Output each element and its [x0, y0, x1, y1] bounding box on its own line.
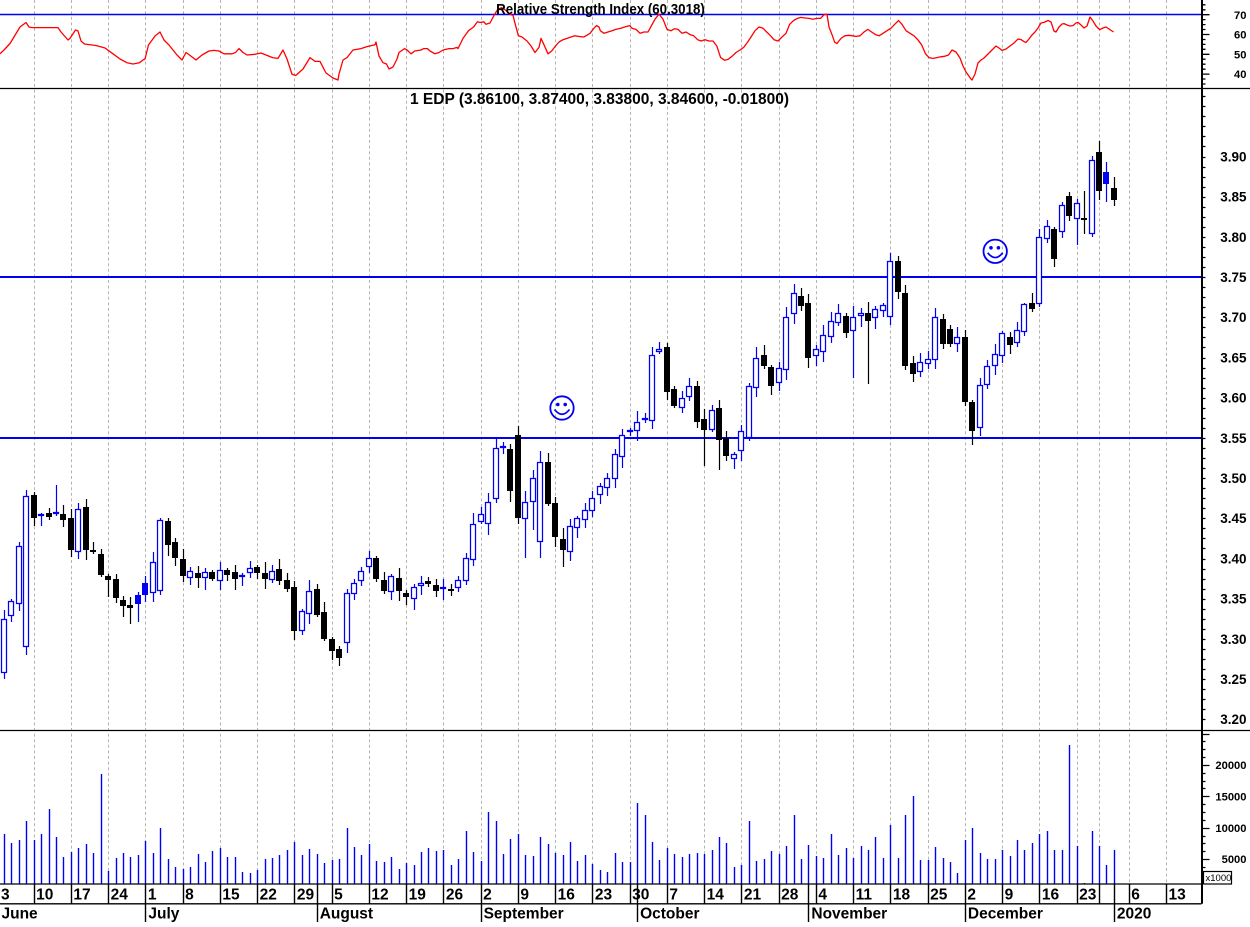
- svg-text:5000: 5000: [1222, 854, 1247, 866]
- svg-text:December: December: [968, 906, 1043, 923]
- svg-text:16: 16: [558, 887, 576, 904]
- svg-text:6: 6: [1131, 887, 1140, 904]
- svg-text:2: 2: [967, 887, 976, 904]
- svg-text:1: 1: [148, 887, 157, 904]
- svg-text:3.80: 3.80: [1220, 230, 1246, 245]
- svg-text:4: 4: [818, 887, 827, 904]
- svg-text:14: 14: [707, 887, 725, 904]
- svg-text:2020: 2020: [1117, 906, 1151, 923]
- svg-text:3.50: 3.50: [1220, 471, 1246, 486]
- svg-text:28: 28: [781, 887, 799, 904]
- svg-text:26: 26: [446, 887, 464, 904]
- svg-text:3.60: 3.60: [1220, 391, 1246, 406]
- svg-text:9: 9: [520, 887, 529, 904]
- svg-text:13: 13: [1169, 887, 1187, 904]
- svg-text:8: 8: [185, 887, 194, 904]
- svg-text:16: 16: [1042, 887, 1060, 904]
- svg-text:11: 11: [856, 887, 873, 904]
- svg-text:9: 9: [1005, 887, 1014, 904]
- svg-text:x1000: x1000: [1206, 873, 1232, 884]
- svg-text:3.30: 3.30: [1220, 632, 1246, 647]
- svg-text:October: October: [640, 906, 699, 923]
- svg-text:15000: 15000: [1215, 791, 1246, 803]
- svg-text:2: 2: [483, 887, 492, 904]
- svg-text:November: November: [811, 906, 887, 923]
- svg-text:1 EDP (3.86100, 3.87400, 3.838: 1 EDP (3.86100, 3.87400, 3.83800, 3.8460…: [410, 91, 789, 108]
- svg-text:3.70: 3.70: [1220, 310, 1246, 325]
- svg-text:60: 60: [1234, 30, 1246, 42]
- svg-text:15: 15: [222, 887, 240, 904]
- svg-text:3.90: 3.90: [1220, 149, 1246, 164]
- svg-text:29: 29: [297, 887, 315, 904]
- svg-text:5: 5: [334, 887, 343, 904]
- svg-text:22: 22: [260, 887, 277, 904]
- svg-text:23: 23: [595, 887, 613, 904]
- svg-text:17: 17: [73, 887, 90, 904]
- svg-text:3.85: 3.85: [1220, 190, 1247, 205]
- svg-text:70: 70: [1234, 10, 1246, 22]
- svg-text:12: 12: [371, 887, 388, 904]
- svg-text:40: 40: [1234, 69, 1246, 81]
- svg-text:3.45: 3.45: [1220, 511, 1247, 526]
- svg-text:August: August: [320, 906, 373, 923]
- svg-text:24: 24: [111, 887, 129, 904]
- svg-text:3.65: 3.65: [1220, 350, 1247, 365]
- svg-text:23: 23: [1079, 887, 1097, 904]
- svg-text:18: 18: [893, 887, 911, 904]
- svg-text:50: 50: [1234, 49, 1246, 61]
- svg-text:20000: 20000: [1215, 760, 1246, 772]
- svg-text:July: July: [148, 906, 179, 923]
- svg-text:19: 19: [409, 887, 427, 904]
- svg-text:Relative Strength Index (60.30: Relative Strength Index (60.3018): [496, 1, 705, 18]
- svg-text:30: 30: [632, 887, 649, 904]
- svg-text:3.55: 3.55: [1220, 431, 1247, 446]
- svg-text:7: 7: [669, 887, 678, 904]
- svg-text:3.75: 3.75: [1220, 270, 1247, 285]
- svg-text:3: 3: [1, 887, 10, 904]
- svg-text:3.20: 3.20: [1220, 712, 1246, 727]
- svg-text:June: June: [2, 906, 39, 923]
- svg-text:3.35: 3.35: [1220, 592, 1247, 607]
- svg-text:25: 25: [930, 887, 948, 904]
- svg-text:10: 10: [36, 887, 53, 904]
- svg-text:21: 21: [744, 887, 762, 904]
- svg-text:3.25: 3.25: [1220, 672, 1247, 687]
- svg-text:10000: 10000: [1215, 823, 1246, 835]
- svg-text:3.40: 3.40: [1220, 551, 1246, 566]
- svg-text:September: September: [484, 906, 564, 923]
